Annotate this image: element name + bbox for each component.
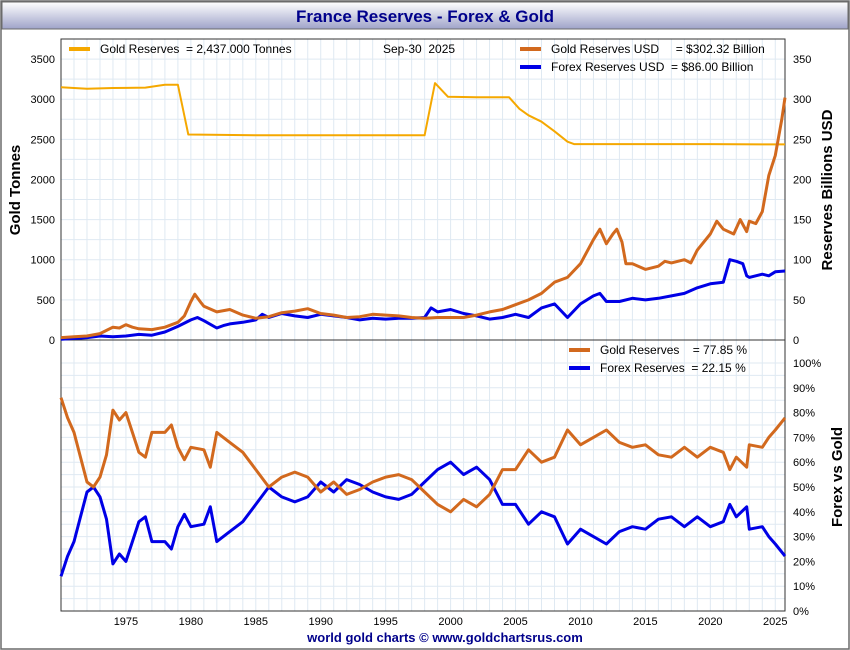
x-tick-label: 1990	[308, 616, 332, 628]
top-left-axis-ticks: 0 500 1000 1500 2000 2500 3000 3500	[31, 54, 55, 347]
footer-credit: world gold charts © www.goldchartsrus.co…	[306, 630, 583, 645]
y-tick-label-right: 250	[793, 134, 811, 146]
title-bar	[1, 1, 849, 30]
y-tick-label-right: 0	[793, 335, 799, 347]
y-tick-label-right: 100	[793, 255, 811, 267]
top-panel-grid	[61, 38, 785, 341]
line-gold-pct	[59, 397, 787, 514]
y-tick-label-percent: 10%	[793, 581, 815, 593]
y-tick-label-percent: 100%	[793, 358, 821, 370]
y-tick-label-percent: 40%	[793, 507, 815, 519]
y-tick-label-right: 50	[793, 295, 805, 307]
y-tick-label-percent: 30%	[793, 532, 815, 544]
x-tick-label: 2010	[568, 616, 592, 628]
right-axis-title-top: Reserves Billions USD	[819, 109, 836, 270]
legend-gold-usd: Gold Reserves USD = $302.32 Billion	[551, 42, 765, 56]
y-tick-label-percent: 50%	[793, 482, 815, 494]
date-label: Sep-30 2025	[383, 42, 455, 56]
x-tick-label: 2005	[503, 616, 527, 628]
y-tick-label-right: 300	[793, 94, 811, 106]
y-tick-label-left: 2500	[31, 134, 55, 146]
y-tick-label-percent: 80%	[793, 408, 815, 420]
top-legend: Gold Reserves = 2,437.000 Tonnes Sep-30 …	[69, 42, 765, 74]
x-tick-label: 1980	[179, 616, 203, 628]
line-gold-tonnes	[60, 82, 785, 146]
x-axis-ticks: 1975 1980 1985 1990 1995 2000 2005 2010 2015 2020…	[114, 616, 788, 628]
x-tick-label: 1985	[244, 616, 268, 628]
y-tick-label-left: 1500	[31, 215, 55, 227]
top-right-axis-ticks: 0 50 100 150 200 250 300 350	[793, 54, 811, 347]
right-axis-title-bottom: Forex vs Gold	[829, 427, 846, 527]
x-tick-label: 2025	[763, 616, 787, 628]
line-forex-usd	[60, 258, 786, 341]
legend-forex-pct: Forex Reserves = 22.15 %	[600, 361, 746, 375]
x-tick-label: 2000	[438, 616, 462, 628]
top-panel-series	[60, 82, 787, 341]
y-tick-label-right: 150	[793, 215, 811, 227]
legend-forex-usd: Forex Reserves USD = $86.00 Billion	[551, 60, 753, 74]
y-tick-label-right: 200	[793, 174, 811, 186]
y-tick-label-percent: 70%	[793, 432, 815, 444]
y-tick-label-left: 2000	[31, 174, 55, 186]
bottom-panel-series	[59, 397, 787, 577]
x-tick-label: 2020	[698, 616, 722, 628]
x-tick-label: 1975	[114, 616, 138, 628]
x-tick-label: 1995	[373, 616, 397, 628]
y-tick-label-left: 0	[49, 335, 55, 347]
bottom-right-axis-ticks: 0% 10% 20% 30% 40% 50% 60% 70% 80% 90% 100%	[793, 358, 821, 618]
left-axis-title: Gold Tonnes	[7, 145, 24, 236]
plot-area-border	[60, 38, 786, 612]
bottom-legend: Gold Reserves = 77.85 % Forex Reserves =…	[569, 343, 747, 375]
bottom-panel-grid	[61, 340, 785, 612]
x-tick-label: 2015	[633, 616, 657, 628]
y-tick-label-percent: 0%	[793, 606, 809, 618]
y-tick-label-left: 1000	[31, 255, 55, 267]
legend-gold-tonnes: Gold Reserves = 2,437.000 Tonnes	[100, 42, 292, 56]
y-tick-label-left: 500	[37, 295, 55, 307]
y-tick-label-right: 350	[793, 54, 811, 66]
chart-title: France Reserves - Forex & Gold	[296, 7, 554, 26]
legend-gold-pct: Gold Reserves = 77.85 %	[600, 343, 747, 357]
line-forex-pct	[59, 460, 787, 577]
y-tick-label-left: 3000	[31, 94, 55, 106]
y-tick-label-percent: 20%	[793, 556, 815, 568]
y-tick-label-percent: 60%	[793, 457, 815, 469]
y-tick-label-left: 3500	[31, 54, 55, 66]
y-tick-label-percent: 90%	[793, 383, 815, 395]
line-gold-usd	[60, 97, 787, 340]
